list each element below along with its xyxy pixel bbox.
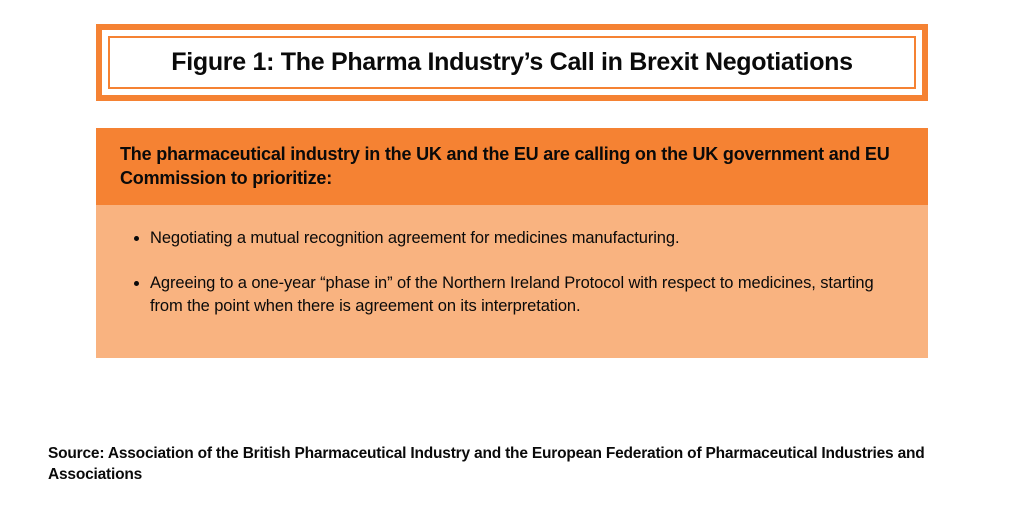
content-panel: The pharmaceutical industry in the UK an… (96, 128, 928, 358)
figure-title-box: Figure 1: The Pharma Industry’s Call in … (96, 24, 928, 101)
bullet-list: Negotiating a mutual recognition agreeme… (132, 227, 892, 318)
content-header: The pharmaceutical industry in the UK an… (96, 128, 928, 205)
figure-title: Figure 1: The Pharma Industry’s Call in … (130, 48, 894, 77)
bullet-item: Negotiating a mutual recognition agreeme… (150, 227, 892, 250)
content-header-text: The pharmaceutical industry in the UK an… (120, 142, 904, 191)
bullet-item: Agreeing to a one-year “phase in” of the… (150, 272, 892, 318)
source-attribution: Source: Association of the British Pharm… (48, 444, 928, 486)
figure-title-inner: Figure 1: The Pharma Industry’s Call in … (108, 36, 916, 89)
content-body: Negotiating a mutual recognition agreeme… (96, 205, 928, 358)
